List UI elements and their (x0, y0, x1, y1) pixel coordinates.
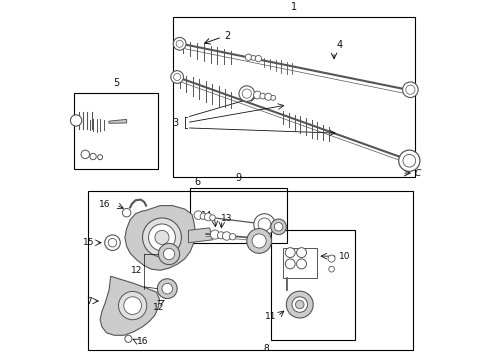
Circle shape (328, 255, 335, 262)
Text: 16: 16 (137, 337, 149, 346)
Text: 11: 11 (265, 312, 277, 321)
Circle shape (200, 213, 206, 219)
Circle shape (204, 213, 212, 221)
Circle shape (329, 266, 334, 272)
Circle shape (296, 248, 306, 257)
Text: 12: 12 (131, 266, 143, 275)
Circle shape (254, 214, 275, 235)
Circle shape (108, 238, 117, 247)
Circle shape (252, 234, 266, 248)
Circle shape (271, 219, 286, 235)
Circle shape (158, 243, 180, 265)
Circle shape (155, 230, 169, 244)
Circle shape (229, 234, 236, 240)
Polygon shape (109, 120, 126, 123)
Polygon shape (100, 276, 160, 335)
Circle shape (399, 150, 420, 171)
Text: 3: 3 (172, 118, 178, 127)
Circle shape (176, 40, 183, 47)
Circle shape (222, 232, 231, 240)
Circle shape (286, 291, 313, 318)
Circle shape (245, 54, 252, 60)
Circle shape (90, 153, 96, 160)
Circle shape (255, 55, 262, 62)
Bar (74, 93, 158, 168)
Circle shape (162, 283, 172, 294)
Circle shape (122, 208, 131, 217)
Circle shape (143, 218, 181, 257)
Circle shape (71, 115, 82, 126)
Text: C: C (415, 168, 421, 177)
Text: 2: 2 (224, 31, 230, 41)
Circle shape (260, 93, 266, 99)
Circle shape (105, 235, 120, 251)
Text: 16: 16 (99, 200, 111, 209)
Text: 15: 15 (83, 238, 95, 247)
Circle shape (210, 230, 220, 239)
Bar (190, 188, 288, 243)
Circle shape (242, 89, 251, 98)
Text: 1: 1 (291, 2, 296, 12)
Circle shape (406, 85, 415, 94)
Circle shape (157, 279, 177, 298)
Circle shape (210, 215, 215, 220)
Polygon shape (125, 206, 196, 270)
Text: 6: 6 (194, 177, 200, 187)
Circle shape (247, 229, 271, 253)
Circle shape (274, 222, 283, 231)
Bar (271, 230, 355, 340)
Circle shape (253, 91, 261, 99)
Circle shape (81, 150, 90, 159)
Circle shape (218, 232, 224, 239)
Text: 5: 5 (113, 78, 119, 88)
Circle shape (258, 218, 271, 231)
Circle shape (292, 297, 308, 312)
Text: 14: 14 (201, 211, 213, 220)
Text: 13: 13 (221, 214, 233, 223)
Bar (88, 192, 413, 351)
Circle shape (296, 259, 306, 269)
Circle shape (271, 95, 276, 100)
Circle shape (265, 93, 272, 100)
Circle shape (403, 154, 416, 167)
Circle shape (194, 211, 202, 219)
Circle shape (125, 335, 132, 342)
Bar (172, 17, 415, 177)
Circle shape (119, 292, 147, 320)
Circle shape (285, 259, 295, 269)
Text: 12: 12 (153, 303, 164, 312)
Text: 10: 10 (339, 252, 350, 261)
Circle shape (173, 73, 181, 81)
Bar (283, 248, 317, 278)
Text: 7: 7 (87, 297, 92, 306)
Circle shape (98, 155, 102, 160)
Text: 4: 4 (336, 40, 343, 50)
Circle shape (173, 37, 186, 50)
Polygon shape (189, 228, 213, 243)
Text: 9: 9 (236, 174, 242, 183)
Circle shape (239, 86, 254, 102)
Circle shape (163, 248, 175, 260)
Text: 8: 8 (263, 344, 269, 353)
Circle shape (251, 55, 256, 60)
Circle shape (148, 224, 175, 251)
Circle shape (403, 82, 418, 98)
Circle shape (295, 300, 304, 309)
Circle shape (124, 297, 142, 314)
Circle shape (285, 248, 295, 257)
Circle shape (171, 71, 184, 84)
